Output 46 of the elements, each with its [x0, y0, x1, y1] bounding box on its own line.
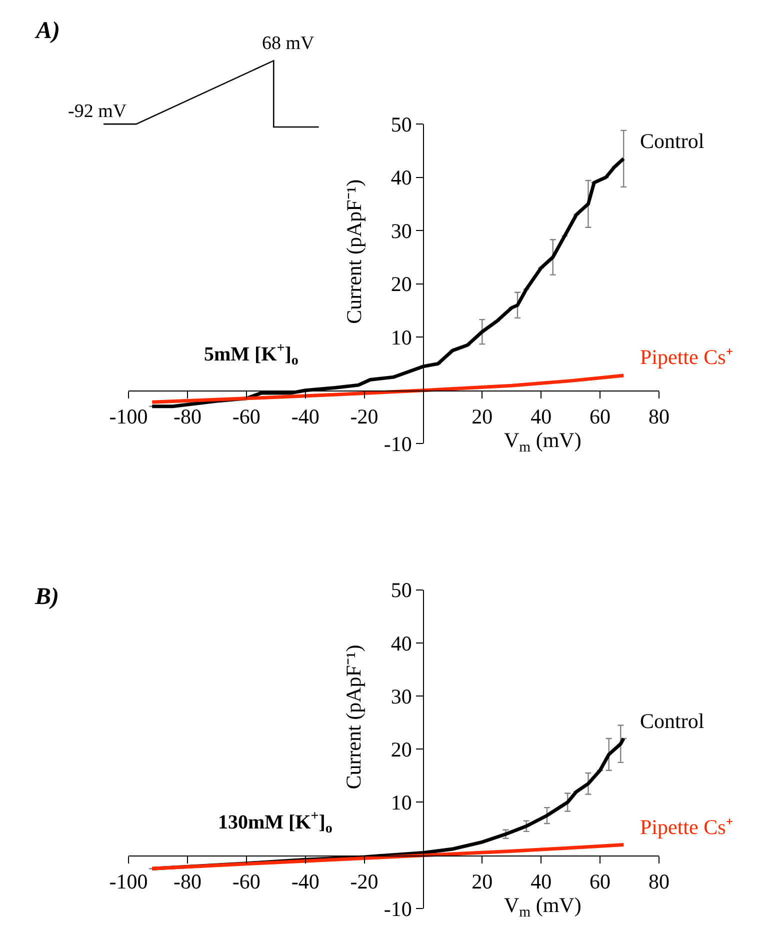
x-tick-label: -60: [232, 870, 260, 894]
y-axis-title: Current (pApF⁻¹): [342, 179, 366, 324]
y-tick-label: 20: [390, 272, 412, 296]
text: 68 mV: [262, 33, 315, 54]
x-tick-label: 40: [530, 870, 552, 894]
x-tick-label: 60: [590, 870, 611, 894]
x-tick-label: -80: [173, 870, 202, 894]
x-tick-label: -40: [291, 404, 320, 429]
annotation: 130mM [K$^{+}$]$_{o}$: [218, 809, 332, 837]
series-label: Control: [640, 709, 704, 733]
x-tick-label: -40: [291, 870, 320, 894]
series-label: Control: [640, 129, 704, 153]
x-tick-label: -80: [173, 404, 202, 429]
y-tick-label: 20: [390, 737, 412, 762]
x-tick-label: 40: [530, 404, 552, 429]
x-tick-label: -20: [350, 404, 378, 429]
x-tick-label: -100: [109, 404, 148, 429]
y-tick-label: 10: [390, 790, 412, 815]
y-tick-label: 30: [390, 218, 412, 243]
y-tick-label: -10: [384, 896, 412, 921]
x-tick-label: 80: [648, 870, 670, 894]
annotation: 5mM [K$^{+}$]$_{o}$: [204, 341, 298, 369]
x-axis-title: V$_{m}$ (mV): [504, 428, 582, 456]
text: -92 mV: [68, 101, 127, 122]
series-label: Pipette Cs⁺: [640, 815, 733, 839]
line-series: [150, 842, 626, 870]
chart-title: B): [34, 584, 59, 610]
series-label: Pipette Cs⁺: [640, 345, 733, 369]
y-tick-label: 10: [390, 325, 412, 350]
y-tick-label: 30: [390, 684, 412, 708]
y-tick-label: 40: [390, 166, 412, 190]
x-tick-label: -20: [350, 870, 378, 894]
y-axis-title: Current (pApF⁻¹): [342, 644, 366, 790]
x-tick-label: 60: [590, 404, 611, 429]
chart-title: A): [34, 18, 60, 44]
y-tick-label: -10: [384, 432, 412, 456]
x-tick-label: 20: [472, 870, 493, 894]
y-tick-label: 50: [390, 578, 412, 602]
x-tick-label: 80: [648, 404, 670, 429]
line-series: [150, 374, 626, 404]
y-tick-label: 40: [390, 631, 412, 656]
x-tick-label: -60: [232, 404, 260, 429]
x-axis-title: V$_{m}$ (mV): [504, 893, 582, 920]
x-tick-label: -100: [109, 870, 148, 894]
y-tick-label: 50: [390, 112, 412, 136]
x-tick-label: 20: [472, 404, 493, 429]
